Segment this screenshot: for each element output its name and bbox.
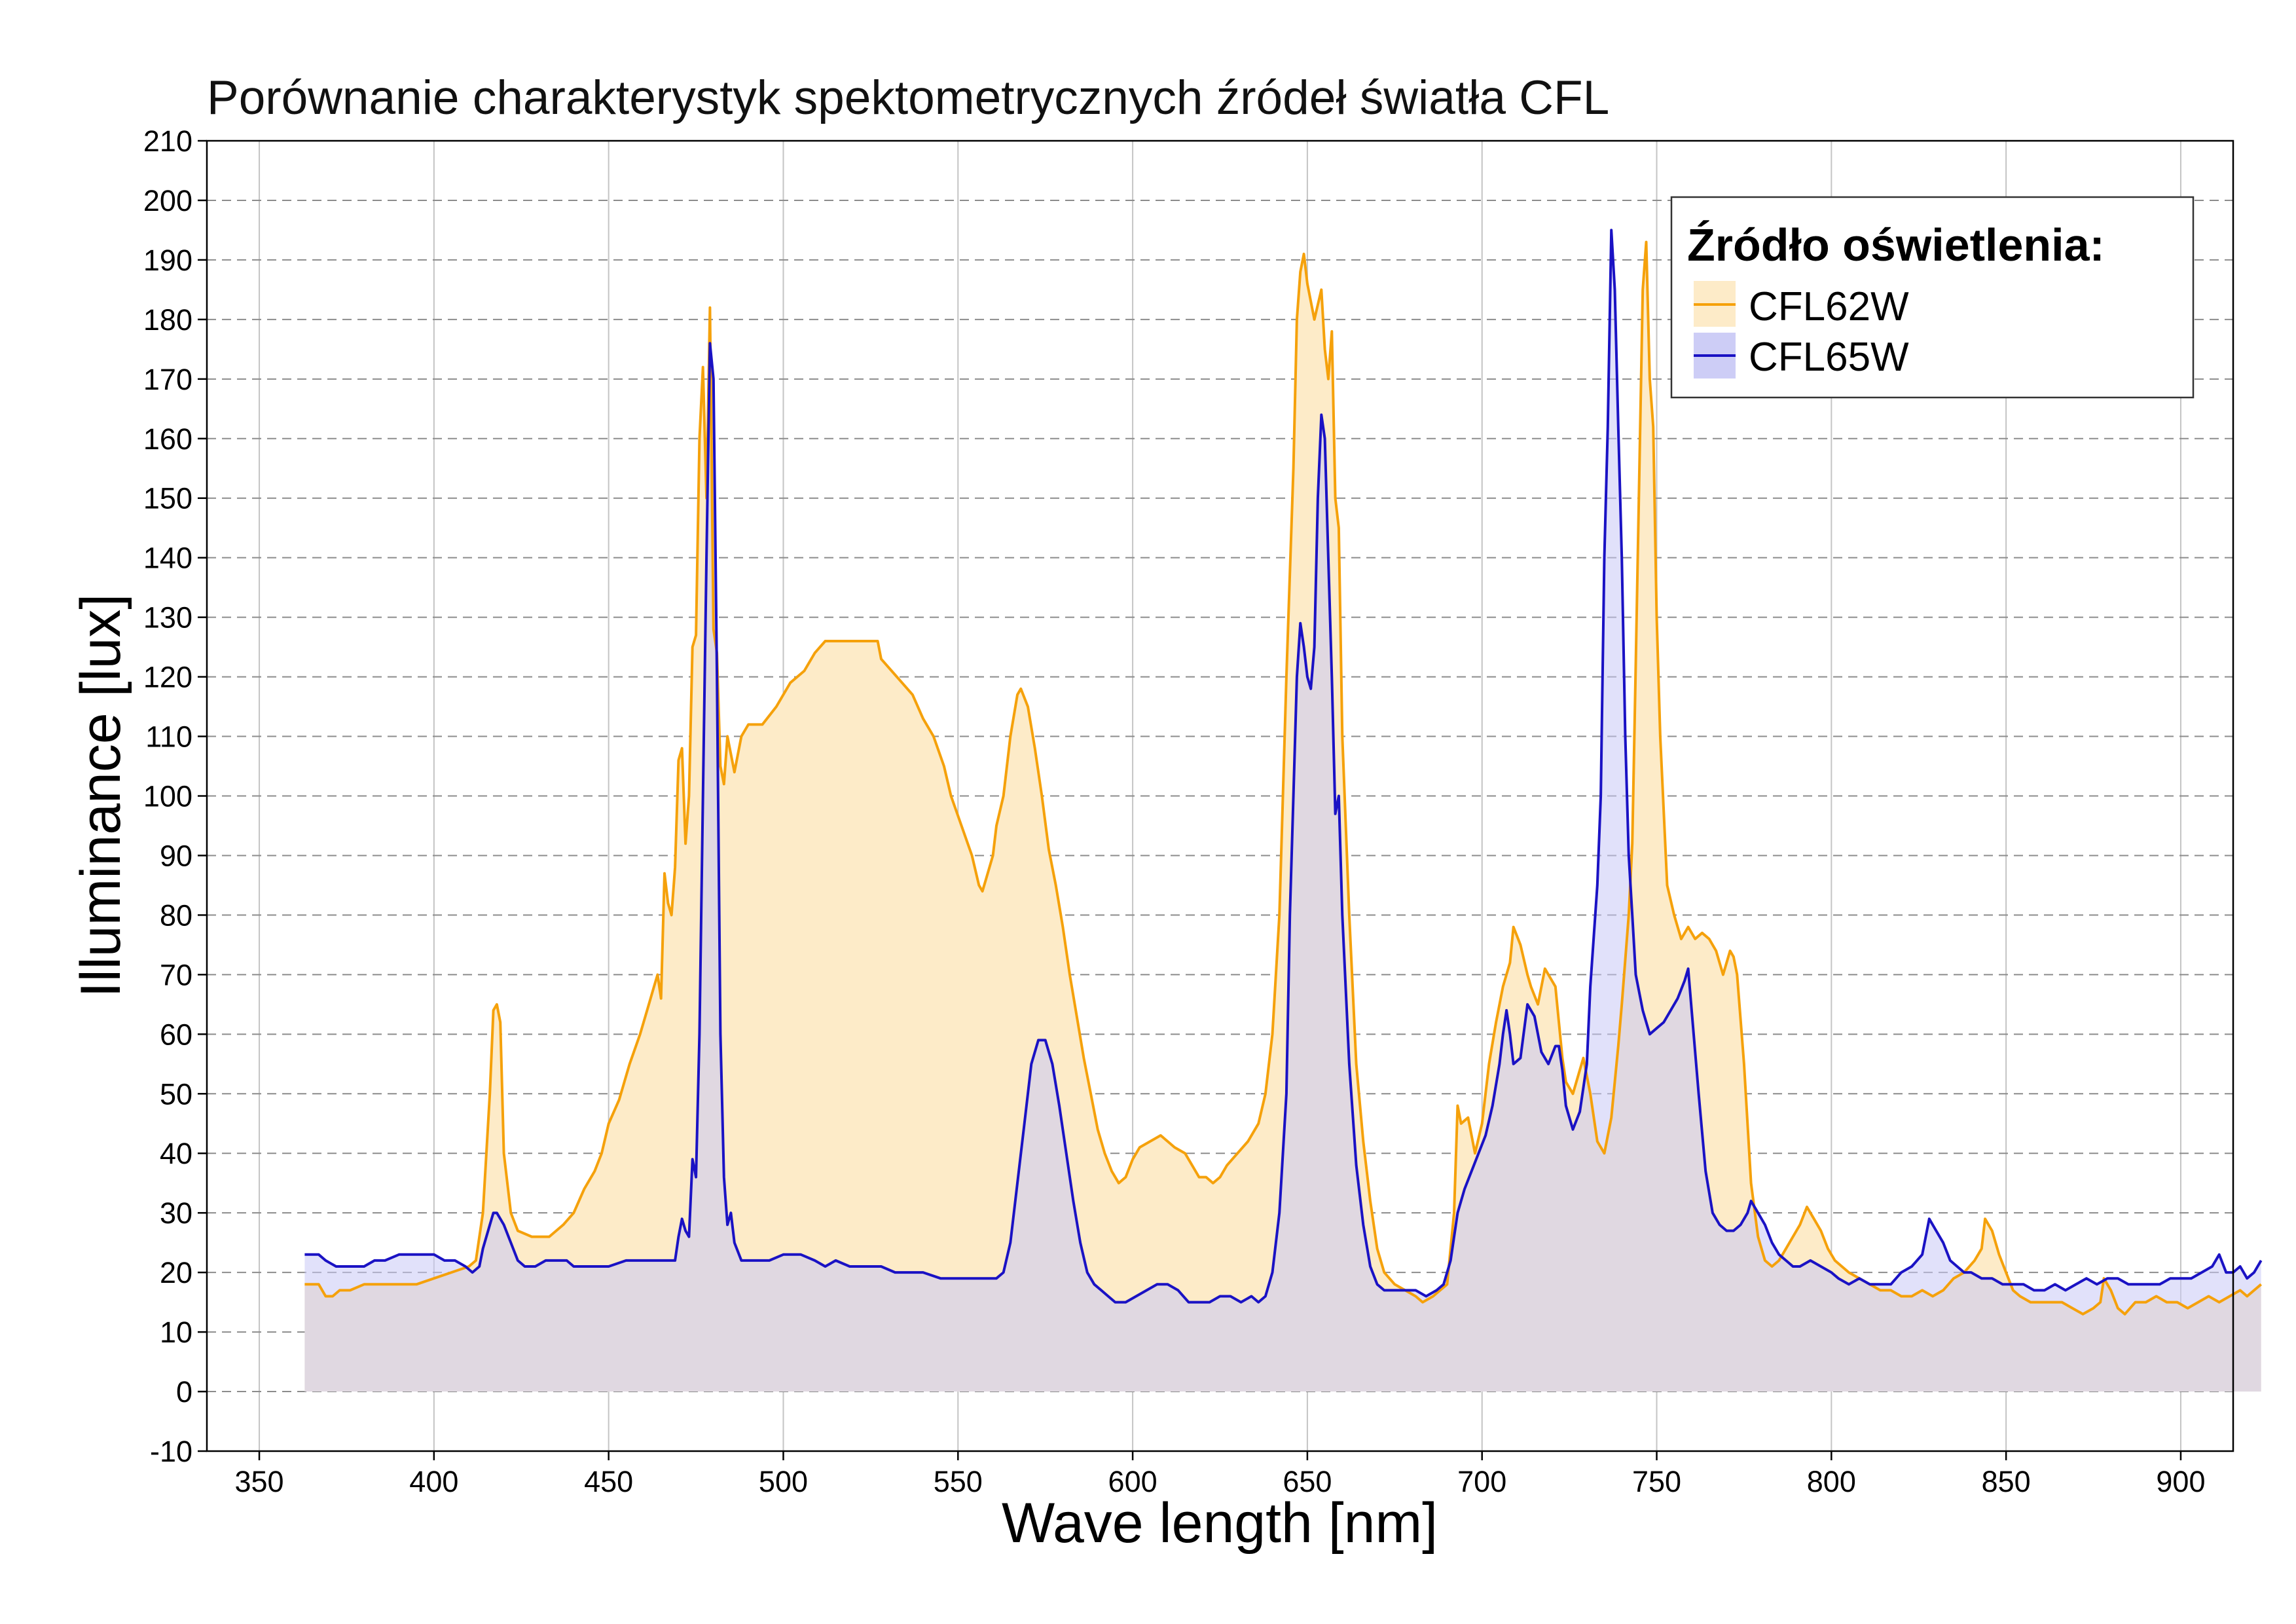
x-tick-label: 800 [1807,1465,1856,1498]
x-tick-label: 350 [234,1465,283,1498]
y-tick-label: 60 [160,1018,192,1051]
legend-entry-cfl62w: CFL62W [1749,284,1909,329]
x-tick-label: 400 [409,1465,458,1498]
y-tick-label: 70 [160,958,192,991]
y-tick-label: 180 [143,303,192,337]
y-tick-label: 140 [143,542,192,575]
y-tick-label: 50 [160,1077,192,1111]
legend-entry-cfl65w: CFL65W [1749,335,1909,380]
y-tick-label: 100 [143,780,192,813]
axis-ticks: 350 400 450 500 550 600 650 700 750 800 850 900 -10 0… [143,124,2206,1498]
y-tick-label: 120 [143,661,192,694]
x-tick-label: 500 [759,1465,808,1498]
y-tick-label: 90 [160,839,192,872]
x-tick-label: 600 [1108,1465,1157,1498]
x-tick-label: 550 [934,1465,983,1498]
y-tick-label: 150 [143,482,192,515]
x-tick-label: 750 [1632,1465,1681,1498]
y-tick-label: 20 [160,1256,192,1289]
y-tick-label: 160 [143,422,192,456]
x-tick-label: 850 [1982,1465,2031,1498]
y-tick-label: 110 [145,720,192,754]
series-lines [304,229,2263,1316]
x-tick-label: 900 [2156,1465,2205,1498]
x-axis-label: Wave length [nm] [1002,1492,1438,1555]
y-tick-label: -10 [150,1435,192,1468]
x-tick-label: 450 [584,1465,633,1498]
y-tick-label: 0 [176,1375,192,1409]
y-tick-label: 10 [160,1316,192,1349]
y-tick-label: 190 [143,244,192,277]
y-tick-label: 210 [143,124,192,158]
y-tick-label: 170 [143,363,192,396]
y-tick-label: 200 [143,184,192,217]
chart-title: Porównanie charakterystyk spektometryczn… [207,71,1609,124]
y-tick-label: 40 [160,1137,192,1170]
x-tick-label: 700 [1457,1465,1506,1498]
y-tick-label: 80 [160,898,192,932]
y-tick-label: 130 [143,601,192,635]
legend-title: Źródło oświetlenia: [1687,219,2105,270]
y-tick-label: 30 [160,1196,192,1230]
legend-box [1670,196,2195,399]
x-tick-label: 650 [1283,1465,1332,1498]
y-axis-label: Illuminance [lux] [69,594,132,998]
series-line-cfl65w [304,229,2263,1304]
legend: Źródło oświetlenia: CFL62W CFL65W [1670,196,2195,399]
